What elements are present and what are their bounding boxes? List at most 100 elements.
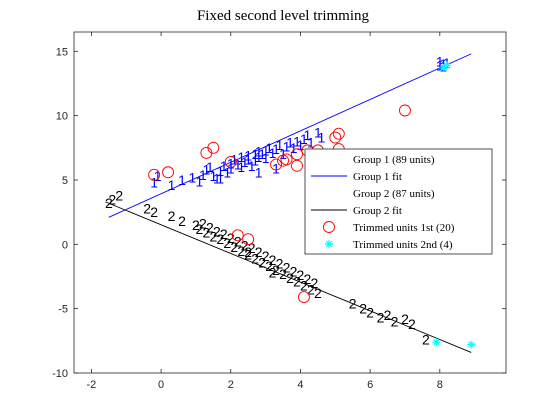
trimmed-1st-point [291, 159, 303, 172]
group2-point: 2 [227, 230, 235, 246]
y-axis: -10 -5 0 5 10 15 [52, 46, 506, 380]
group1-point: 1 [276, 137, 284, 153]
group2-point: 2 [297, 267, 305, 283]
legend-label-trimmed-2nd: Trimmed units 2nd (4) [353, 239, 453, 251]
group1-point: 1 [209, 168, 217, 184]
group2-point: 2 [248, 240, 256, 256]
group2-point: 2 [290, 263, 298, 279]
group1-point: 1 [206, 159, 214, 175]
group2-point: 2 [213, 223, 221, 239]
trimmed-1st-point [270, 158, 283, 171]
group2-point: 2 [401, 311, 409, 327]
group1-point: 1 [178, 172, 186, 188]
group2-point: 2 [178, 213, 186, 229]
legend-label-group1-fit: Group 1 fit [353, 171, 402, 183]
legend-swatch-trimmed-1st [323, 221, 335, 233]
group2-point: 2 [105, 195, 113, 211]
group2-point: 2 [349, 296, 357, 312]
y-tick-label: 5 [62, 175, 68, 187]
group1-point: 1 [220, 158, 228, 174]
legend-swatch-trimmed-2nd [325, 240, 333, 248]
group2-point: 2 [272, 262, 280, 278]
group1-point: 1 [279, 146, 287, 162]
legend-label-trimmed-1st: Trimmed units 1st (20) [353, 222, 455, 234]
x-tick-label: -2 [87, 379, 97, 391]
group2-point: 2 [384, 307, 392, 323]
group2-point: 2 [196, 221, 204, 237]
trimmed-1st-point [329, 131, 342, 144]
group1-point: 1 [189, 169, 197, 185]
group1-point: 1 [241, 154, 249, 170]
x-axis: -2 0 2 4 6 8 [87, 32, 443, 391]
trimmed-1st-point [297, 291, 310, 304]
trimmed-1st-point [399, 104, 411, 117]
group1-point: 1 [223, 164, 231, 180]
group2-point: 2 [209, 229, 217, 245]
group2-point: 2 [279, 266, 287, 282]
group1-point: 1 [307, 135, 315, 151]
group1-point: 1 [262, 150, 270, 166]
group1-point: 1 [265, 140, 273, 156]
group2-point: 2 [359, 301, 367, 317]
group2-point: 2 [269, 265, 277, 281]
group2-point: 2 [286, 270, 294, 286]
group2-point: 2 [202, 225, 210, 241]
group1-point: 1 [244, 151, 252, 167]
trimmed-1st-point [332, 127, 345, 140]
group1-point: 1 [293, 133, 301, 149]
group1-point: 1 [216, 163, 224, 179]
chart-title: Fixed second level trimming [197, 8, 370, 24]
group1-point: 1 [227, 160, 235, 176]
group2-point: 2 [237, 243, 245, 259]
trimmed-2nd-point [467, 340, 476, 349]
group2-point: 2 [391, 314, 399, 330]
group1-point: 1 [251, 146, 259, 162]
group1-point: 1 [199, 167, 207, 183]
group1-point: 1 [213, 171, 221, 187]
group1-point: 1 [255, 144, 263, 160]
group2-point: 2 [199, 216, 207, 232]
group1-point: 1 [196, 173, 204, 189]
group2-point: 2 [366, 305, 374, 321]
legend-label-group2-fit: Group 2 fit [353, 205, 402, 217]
trimmed-1st-point [231, 229, 244, 242]
group1-point: 1 [255, 164, 263, 180]
group2-point: 2 [234, 234, 242, 250]
group1-point: 1 [297, 137, 305, 153]
group1-point: 1 [230, 151, 238, 167]
group2-point: 2 [408, 316, 416, 332]
trimmed-1st-point [224, 156, 237, 168]
group2-point: 2 [143, 200, 151, 216]
legend-label-group1: Group 1 (89 units) [353, 154, 435, 166]
legend-label-group2: Group 2 (87 units) [353, 188, 435, 200]
x-tick-label: 4 [297, 379, 303, 391]
group2-point: 2 [251, 250, 259, 266]
group2-point: 2 [244, 244, 252, 260]
group2-fit-line [105, 201, 472, 353]
group2-point: 2 [276, 256, 284, 272]
group2-point: 2 [262, 248, 270, 264]
group1-point: 1 [290, 140, 298, 156]
group2-point: 2 [314, 285, 322, 301]
group1-point: 1 [314, 124, 322, 140]
trimmed-2nd-point [442, 61, 451, 70]
group2-point: 2 [168, 208, 176, 224]
trimmed-1st-point [207, 141, 220, 154]
group2-point: 2 [216, 231, 224, 247]
legend: Group 1 (89 units) Group 1 fit Group 2 (… [304, 148, 493, 255]
group1-point: 1 [202, 162, 210, 178]
group2-point: 2 [115, 187, 123, 203]
y-tick-label: 0 [62, 239, 68, 251]
group1-point: 1 [255, 149, 263, 165]
group1-point: 1 [150, 175, 158, 191]
group1-point: 1 [248, 158, 256, 174]
trimmed-1st-point [277, 154, 289, 167]
trimmed-1st-point [291, 148, 303, 161]
group1-point: 1 [168, 177, 176, 193]
x-tick-label: 6 [367, 379, 373, 391]
group2-point: 2 [244, 247, 252, 263]
group1-point: 1 [154, 168, 162, 184]
group2-point: 2 [241, 238, 249, 254]
series-layer: 111 1 1 11111111111111111111111111111111111… [105, 53, 476, 353]
